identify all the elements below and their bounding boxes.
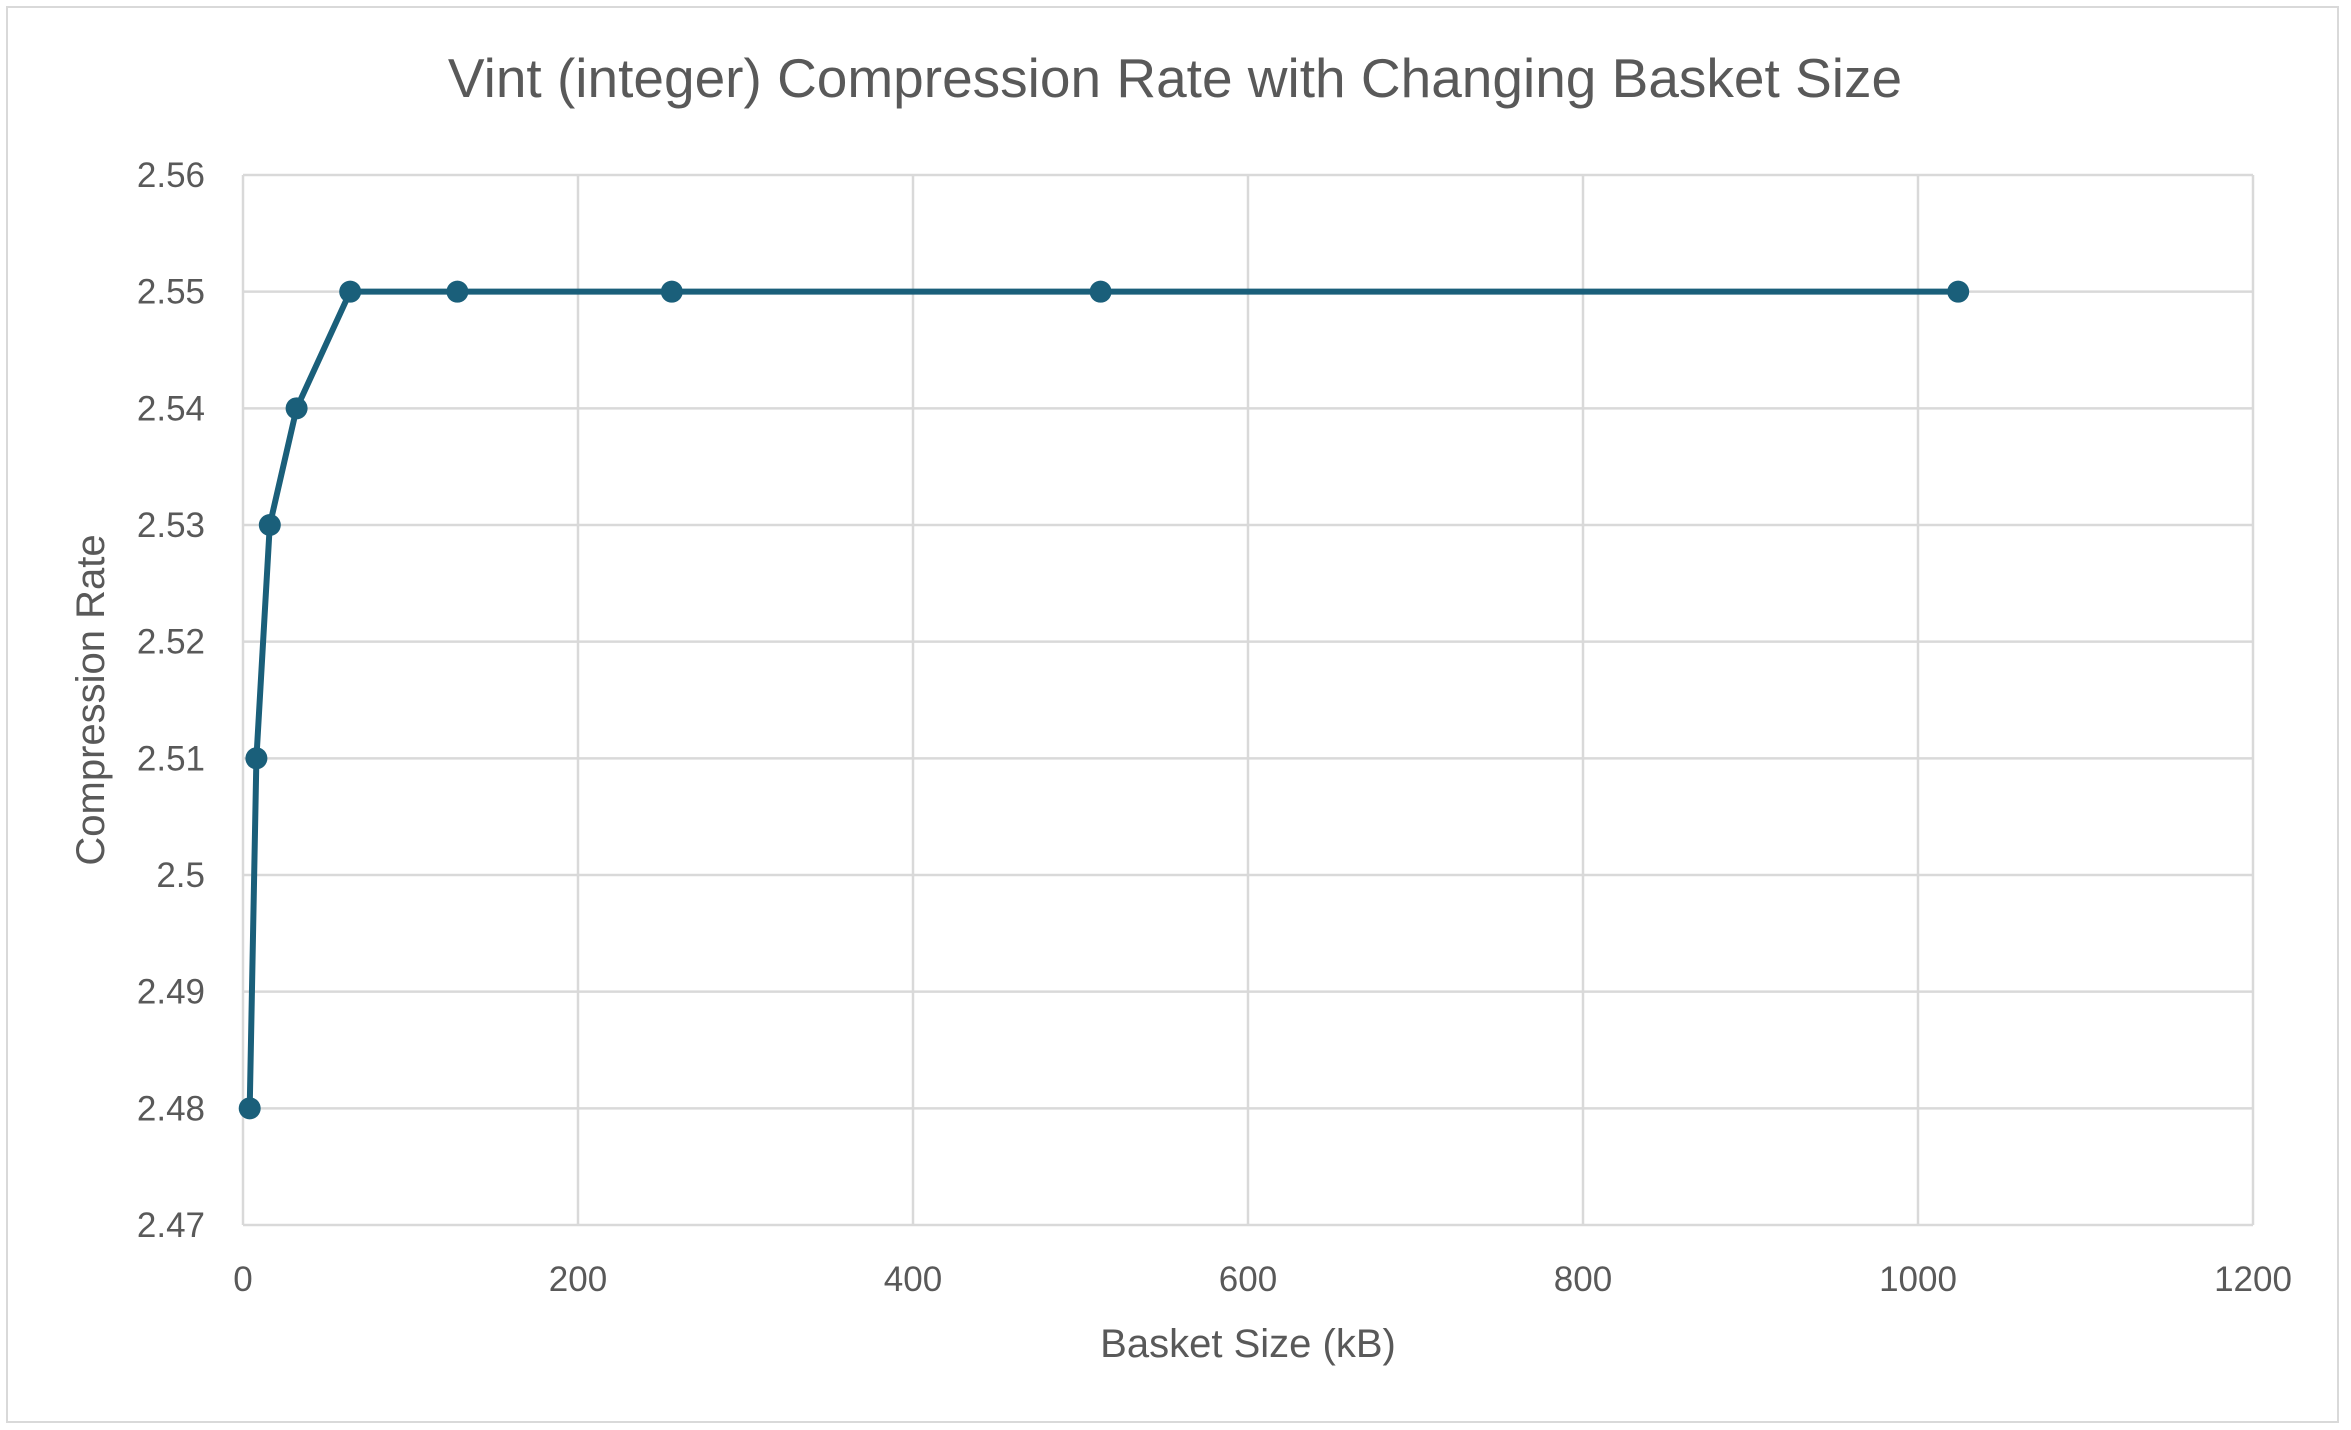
series-line xyxy=(246,288,1962,1112)
x-tick-label: 200 xyxy=(549,1260,607,1299)
y-axis-ticks: 2.47 2.48 2.49 2.5 2.51 2.52 2.53 2.54 2.55 2.56 xyxy=(137,156,205,1245)
data-point xyxy=(1089,280,1112,303)
data-point xyxy=(285,397,308,420)
data-point xyxy=(245,747,268,770)
x-tick-label: 0 xyxy=(233,1260,252,1299)
data-point xyxy=(238,1097,261,1120)
x-axis-ticks: 0 200 400 600 800 1000 1200 xyxy=(233,1260,2292,1299)
y-axis-title: Compression Rate xyxy=(69,534,113,865)
y-tick-label: 2.52 xyxy=(137,623,205,662)
y-tick-label: 2.55 xyxy=(137,273,205,312)
x-tick-label: 1000 xyxy=(1879,1260,1957,1299)
y-tick-label: 2.56 xyxy=(137,156,205,195)
x-tick-label: 1200 xyxy=(2214,1260,2292,1299)
x-tick-label: 600 xyxy=(1219,1260,1277,1299)
data-point xyxy=(258,514,281,536)
x-tick-label: 800 xyxy=(1554,1260,1612,1299)
y-tick-label: 2.49 xyxy=(137,973,205,1012)
y-tick-label: 2.47 xyxy=(137,1206,205,1245)
data-point xyxy=(1947,280,1970,303)
chart-title: Vint (integer) Compression Rate with Cha… xyxy=(448,47,1902,109)
y-tick-label: 2.5 xyxy=(156,856,205,895)
x-axis-title: Basket Size (kB) xyxy=(1100,1322,1396,1366)
y-tick-label: 2.54 xyxy=(137,389,205,428)
series-layer xyxy=(238,280,1970,1120)
x-gridlines xyxy=(241,175,2255,1225)
x-tick-label: 400 xyxy=(884,1260,942,1299)
data-point xyxy=(446,280,469,303)
y-tick-label: 2.51 xyxy=(137,739,205,778)
data-point xyxy=(339,280,362,303)
y-tick-label: 2.48 xyxy=(137,1089,205,1128)
y-tick-label: 2.53 xyxy=(137,506,205,545)
data-point xyxy=(660,280,683,303)
chart-area xyxy=(6,6,2339,1423)
